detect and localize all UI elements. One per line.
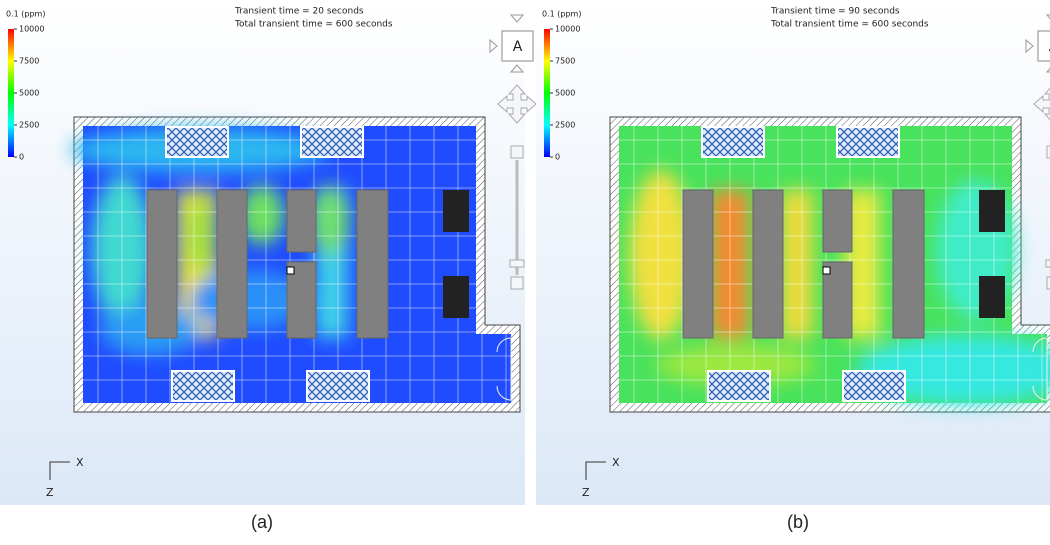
colorbar-label: 0 [19, 153, 24, 162]
server-rack [147, 190, 177, 338]
zoom-out[interactable] [511, 277, 523, 289]
air-vent [166, 127, 228, 157]
air-vent [843, 371, 905, 401]
panel: 0.1 (ppm) 10000 7500 5000 2500 0 Transient tim… [536, 0, 1050, 532]
total-time: Total transient time = 600 seconds [234, 20, 393, 30]
zoom-thumb[interactable] [1046, 260, 1050, 267]
air-vent [702, 127, 764, 157]
server-rack [893, 190, 924, 338]
colorbar-unit: 0.1 (ppm) [542, 10, 581, 19]
air-vent [837, 127, 899, 157]
axis-z-label: Z [46, 486, 54, 499]
total-time: Total transient time = 600 seconds [770, 20, 929, 30]
air-vent [708, 371, 770, 401]
view-label: A [513, 39, 523, 55]
colorbar [544, 29, 550, 157]
caption: (a) [251, 512, 273, 532]
axis-z-label: Z [582, 486, 590, 499]
colorbar-label: 10000 [555, 25, 580, 34]
cooling-unit [443, 276, 469, 318]
server-rack [753, 190, 783, 338]
colorbar-label: 5000 [19, 89, 39, 98]
colorbar-label: 7500 [555, 57, 575, 66]
zoom-in[interactable] [511, 146, 523, 158]
cooling-unit [979, 276, 1005, 318]
server-rack [683, 190, 713, 338]
transient-time: Transient time = 20 seconds [234, 7, 364, 17]
server-rack [287, 190, 316, 252]
caption: (b) [787, 512, 809, 532]
colorbar-label: 7500 [19, 57, 39, 66]
marker [823, 267, 830, 274]
air-vent [307, 371, 369, 401]
colorbar-label: 0 [555, 153, 560, 162]
screenshot: 0.1 (ppm) 10000 7500 5000 2500 0 Transient tim… [0, 0, 1050, 541]
cooling-unit [443, 190, 469, 232]
colorbar-label: 5000 [555, 89, 575, 98]
marker [287, 267, 294, 274]
air-vent [301, 127, 363, 157]
server-rack [217, 190, 247, 338]
colorbar [8, 29, 14, 157]
server-rack [357, 190, 388, 338]
axis-x-label: X [76, 456, 84, 469]
zoom-thumb[interactable] [510, 260, 524, 267]
server-rack [823, 190, 852, 252]
air-vent [172, 371, 234, 401]
concentration-region [186, 195, 214, 275]
cooling-unit [979, 190, 1005, 232]
transient-time: Transient time = 90 seconds [770, 7, 900, 17]
colorbar-label: 2500 [19, 121, 39, 130]
colorbar-label: 10000 [19, 25, 44, 34]
colorbar-unit: 0.1 (ppm) [6, 10, 45, 19]
panel: 0.1 (ppm) 10000 7500 5000 2500 0 Transient tim… [0, 0, 545, 532]
colorbar-label: 2500 [555, 121, 575, 130]
axis-x-label: X [612, 456, 620, 469]
